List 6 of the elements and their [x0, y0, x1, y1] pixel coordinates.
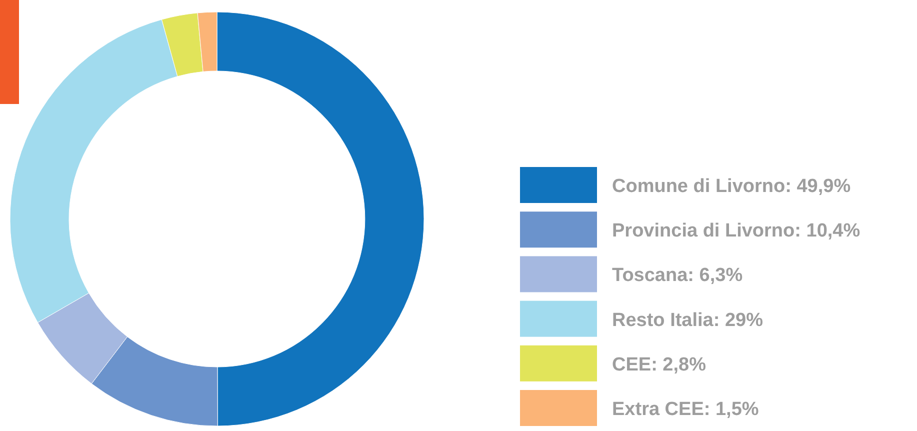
legend-label: Provincia di Livorno: 10,4%	[612, 220, 860, 242]
legend-label: Toscana: 6,3%	[612, 265, 743, 286]
legend-label: CEE: 2,8%	[612, 354, 706, 376]
legend-label: Resto Italia: 29%	[612, 310, 764, 331]
legend-label: Extra CEE: 1,5%	[612, 399, 759, 420]
legend-label: Comune di Livorno: 49,9%	[612, 176, 851, 197]
